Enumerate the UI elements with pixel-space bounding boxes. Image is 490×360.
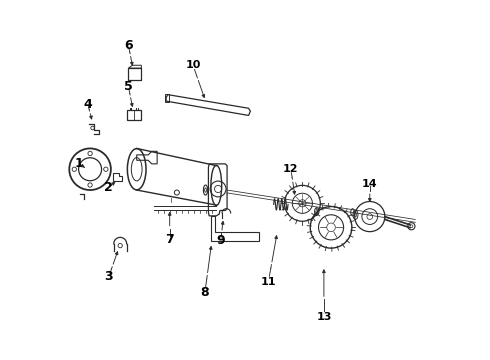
Bar: [128, 68, 141, 80]
Text: 6: 6: [124, 39, 133, 52]
Text: 5: 5: [124, 80, 133, 93]
Text: 14: 14: [362, 179, 378, 189]
Text: 11: 11: [261, 277, 276, 287]
Text: 7: 7: [165, 233, 174, 246]
Bar: [127, 111, 141, 120]
Text: 10: 10: [185, 60, 201, 70]
Bar: [166, 94, 169, 102]
Text: 1: 1: [75, 157, 84, 170]
Text: 4: 4: [84, 98, 92, 111]
Text: 2: 2: [104, 181, 113, 194]
Text: 3: 3: [104, 270, 113, 283]
Text: 13: 13: [316, 312, 332, 322]
Text: 8: 8: [200, 287, 209, 300]
Text: 9: 9: [216, 234, 225, 247]
Text: 12: 12: [283, 164, 298, 174]
